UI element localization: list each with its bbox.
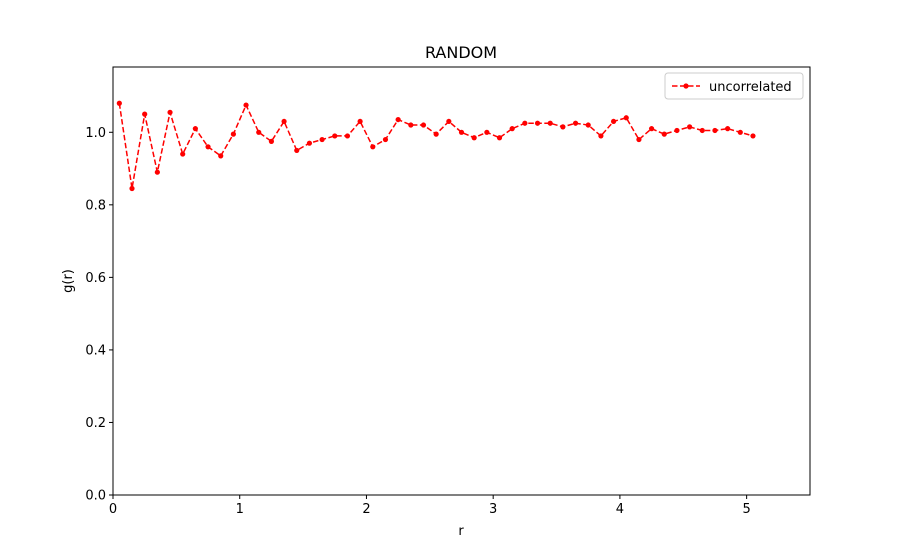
data-point [750,133,756,139]
data-point [281,118,287,125]
data-point [332,133,338,139]
x-tick-label: 1 [236,502,244,517]
data-point [306,140,313,146]
data-point [687,124,693,130]
data-point [471,135,477,141]
y-tick-label: 0.4 [85,343,106,358]
data-point [522,120,528,126]
data-point [268,138,275,144]
data-point [357,118,363,125]
legend-label-uncorrelated: uncorrelated [709,80,792,95]
data-point [205,144,211,150]
y-axis-label: g(r) [61,269,76,293]
plot-area [112,66,811,496]
data-point [534,120,541,126]
data-point [648,126,655,132]
series-line-uncorrelated [118,103,754,189]
data-point [585,122,591,128]
data-point [433,131,439,137]
data-point [661,131,667,137]
data-point [218,153,224,159]
data-point [712,127,718,134]
data-point [319,136,325,143]
data-point [192,126,198,132]
data-point [737,129,743,135]
y-tick-label: 0.0 [85,489,106,504]
data-point [458,129,465,135]
x-axis: 0 1 2 3 4 5 [109,495,751,517]
data-point [154,169,160,175]
y-axis: 0.0 0.2 0.4 0.6 0.8 1.0 [85,126,113,504]
data-point [496,135,503,141]
x-tick-label: 2 [362,502,370,517]
data-point [256,129,262,135]
data-point [167,109,173,115]
data-point [509,126,515,132]
data-point [636,136,642,143]
y-tick-label: 0.8 [85,198,106,213]
data-point [598,133,604,139]
x-tick-label: 3 [489,502,497,517]
legend: uncorrelated [664,72,804,100]
y-tick-label: 0.6 [85,271,106,286]
series-layer [116,100,756,192]
data-point [484,129,490,135]
x-tick-label: 5 [742,502,750,517]
data-point [674,127,680,134]
x-tick-label: 0 [109,502,117,517]
data-point [243,102,249,108]
data-point [699,127,705,134]
data-point [344,133,351,139]
data-point [370,144,376,150]
data-point [382,136,389,143]
y-tick-label: 0.2 [85,416,106,431]
data-point [408,122,414,128]
x-axis-label: r [458,524,464,539]
data-point [420,122,427,128]
data-point [547,120,553,126]
data-point [294,147,300,154]
data-point [572,120,579,126]
data-point [116,100,122,106]
data-point [230,131,236,137]
data-point [446,118,452,125]
data-point [623,115,629,121]
data-point [129,185,135,192]
legend-marker-sample [683,83,689,89]
data-point [725,126,731,132]
chart-title: RANDOM [425,43,497,62]
data-point [142,111,148,117]
y-tick-label: 1.0 [85,126,106,141]
legend-frame [664,72,804,100]
data-point [560,124,566,130]
x-tick-label: 4 [616,502,624,517]
data-point [395,116,401,123]
data-point [180,151,186,157]
data-point [610,118,617,125]
